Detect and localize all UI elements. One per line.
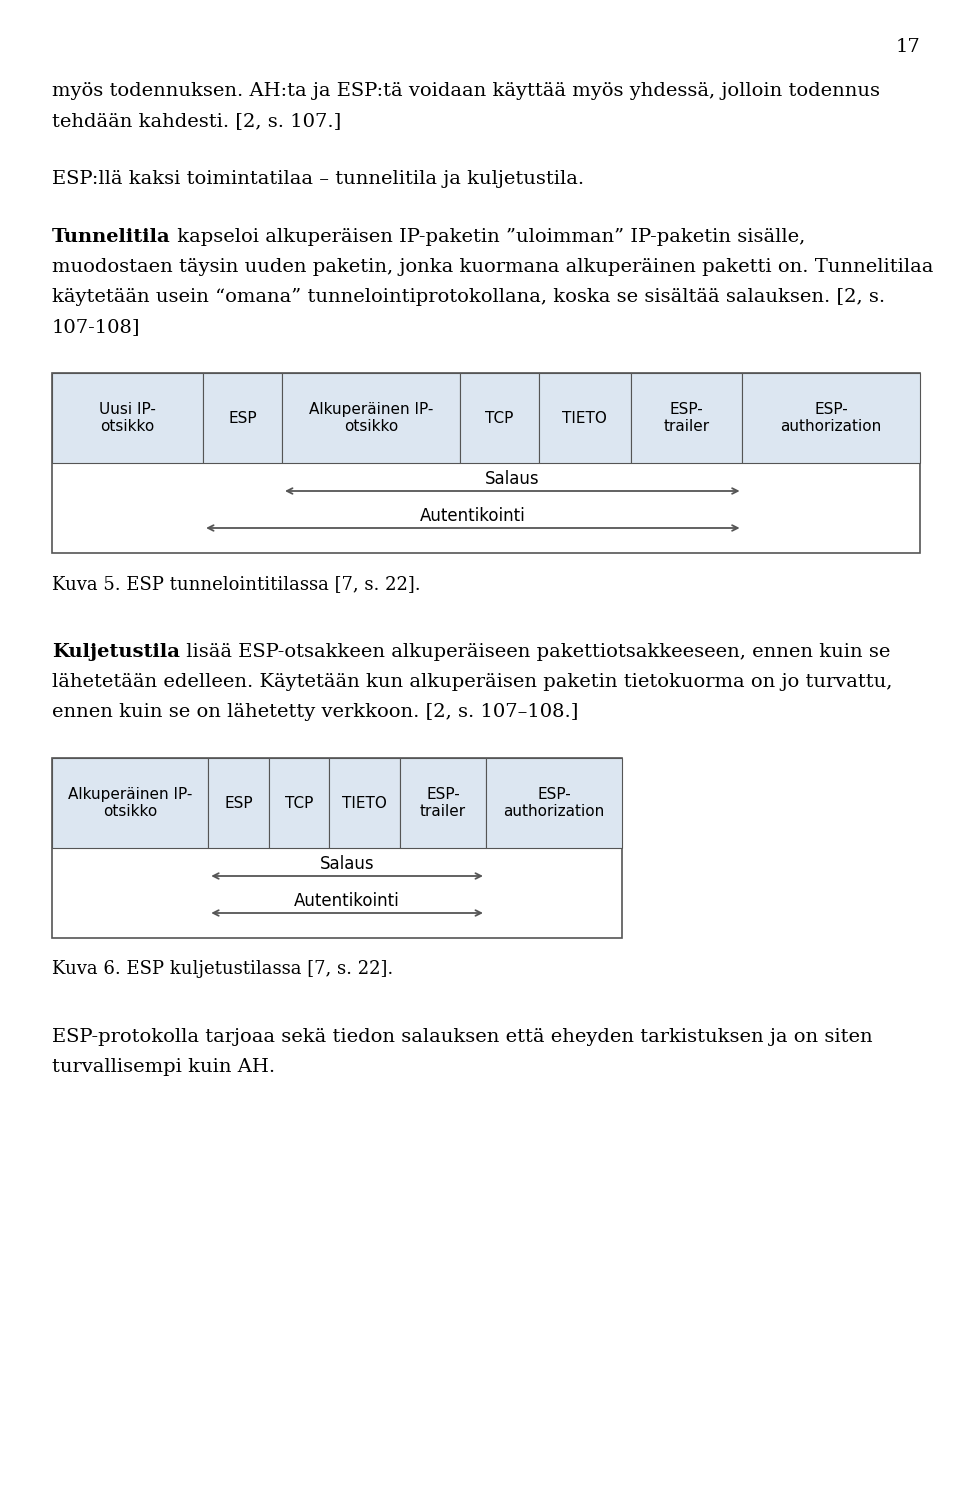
Text: TCP: TCP (285, 796, 313, 811)
Text: 107-108]: 107-108] (52, 318, 140, 336)
Text: ennen kuin se on lähetetty verkkoon. [2, s. 107–108.]: ennen kuin se on lähetetty verkkoon. [2,… (52, 703, 578, 721)
Text: kapseloi alkuperäisen IP-paketin ”uloimman” IP-paketin sisälle,: kapseloi alkuperäisen IP-paketin ”uloimm… (171, 228, 805, 246)
Text: Kuva 6. ESP kuljetustilassa [7, s. 22].: Kuva 6. ESP kuljetustilassa [7, s. 22]. (52, 959, 394, 977)
Text: ESP-
trailer: ESP- trailer (663, 402, 709, 435)
Text: turvallisempi kuin AH.: turvallisempi kuin AH. (52, 1058, 276, 1076)
Text: Tunnelitila: Tunnelitila (52, 228, 171, 246)
Text: käytetään usein “omana” tunnelointiprotokollana, koska se sisältää salauksen. [2: käytetään usein “omana” tunnelointiproto… (52, 288, 885, 306)
Bar (742, 373, 920, 463)
Text: Kuljetustila: Kuljetustila (52, 643, 180, 661)
Text: Salaus: Salaus (485, 471, 540, 489)
Text: Autentikointi: Autentikointi (420, 507, 526, 525)
Text: ESP: ESP (225, 796, 252, 811)
Text: Autentikointi: Autentikointi (294, 892, 400, 910)
Bar (486, 758, 622, 848)
Text: lisää ESP-otsakkeen alkuperäiseen pakettiotsakkeeseen, ennen kuin se: lisää ESP-otsakkeen alkuperäiseen pakett… (180, 643, 890, 661)
Text: TIETO: TIETO (563, 411, 607, 426)
Bar (539, 373, 631, 463)
Bar (329, 758, 400, 848)
Text: TCP: TCP (485, 411, 514, 426)
Bar (631, 373, 742, 463)
Bar (52, 758, 208, 848)
Text: ESP-protokolla tarjoaa sekä tiedon salauksen että eheyden tarkistuksen ja on sit: ESP-protokolla tarjoaa sekä tiedon salau… (52, 1028, 873, 1046)
Text: tehdään kahdesti. [2, s. 107.]: tehdään kahdesti. [2, s. 107.] (52, 112, 341, 130)
Bar (52, 758, 622, 938)
Text: ESP-
authorization: ESP- authorization (503, 787, 605, 818)
Bar (52, 373, 204, 463)
Text: ESP:llä kaksi toimintatilaa – tunnelitila ja kuljetustila.: ESP:llä kaksi toimintatilaa – tunnelitil… (52, 169, 584, 187)
Text: muodostaen täysin uuden paketin, jonka kuormana alkuperäinen paketti on. Tunneli: muodostaen täysin uuden paketin, jonka k… (52, 258, 933, 276)
Bar (204, 373, 282, 463)
Text: Kuva 5. ESP tunnelointitilassa [7, s. 22].: Kuva 5. ESP tunnelointitilassa [7, s. 22… (52, 576, 420, 594)
Text: Alkuperäinen IP-
otsikko: Alkuperäinen IP- otsikko (68, 787, 192, 818)
Text: TIETO: TIETO (343, 796, 387, 811)
Bar (269, 758, 329, 848)
Bar (208, 758, 269, 848)
Text: Alkuperäinen IP-
otsikko: Alkuperäinen IP- otsikko (309, 402, 433, 435)
Text: Uusi IP-
otsikko: Uusi IP- otsikko (99, 402, 156, 435)
Text: ESP-
authorization: ESP- authorization (780, 402, 882, 435)
Text: ESP: ESP (228, 411, 257, 426)
Text: Salaus: Salaus (320, 854, 374, 872)
Text: ESP-
trailer: ESP- trailer (420, 787, 466, 818)
Bar (400, 758, 486, 848)
Bar (460, 373, 539, 463)
Text: 17: 17 (896, 37, 920, 55)
Text: lähetetään edelleen. Käytetään kun alkuperäisen paketin tietokuorma on jo turvat: lähetetään edelleen. Käytetään kun alkup… (52, 673, 893, 691)
Text: myös todennuksen. AH:ta ja ESP:tä voidaan käyttää myös yhdessä, jolloin todennus: myös todennuksen. AH:ta ja ESP:tä voidaa… (52, 82, 880, 100)
Bar (52, 373, 920, 553)
Bar (282, 373, 460, 463)
